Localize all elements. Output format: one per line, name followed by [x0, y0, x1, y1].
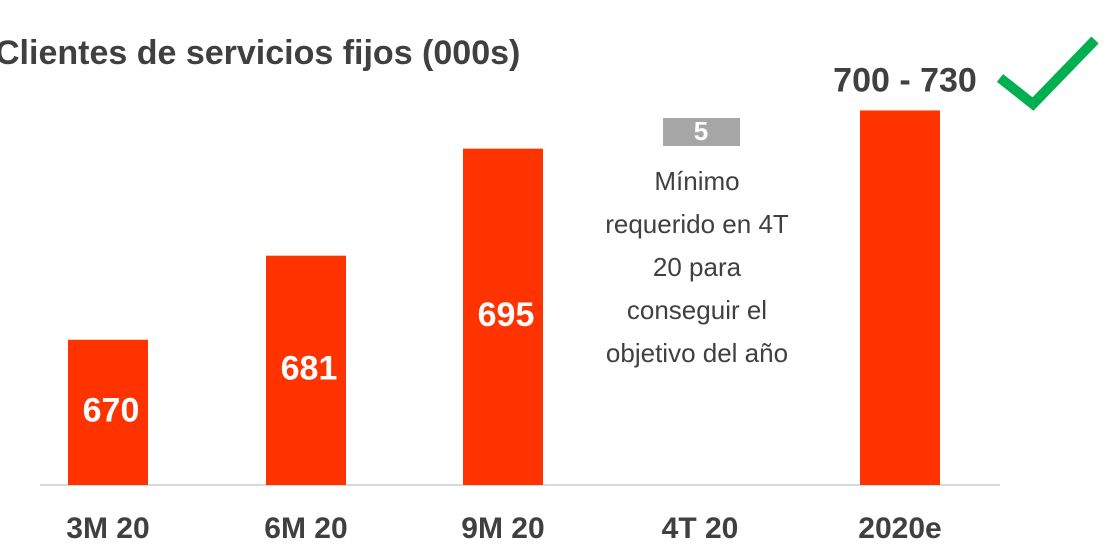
bar	[860, 110, 940, 486]
data-label: 681	[281, 349, 338, 387]
x-tick-label: 9M 20	[461, 512, 544, 545]
x-tick-label: 3M 20	[66, 512, 149, 545]
bar	[266, 255, 346, 485]
annotation-text: requerido en 4T	[605, 209, 789, 239]
chart-title: Clientes de servicios fijos (000s)	[0, 34, 520, 72]
x-tick-label: 4T 20	[662, 512, 739, 545]
annotation-box	[663, 118, 740, 146]
annotation-value: 5	[694, 116, 708, 146]
check-mark	[996, 36, 1099, 111]
x-tick-label: 6M 20	[264, 512, 347, 545]
data-label: 700 - 730	[833, 61, 977, 99]
bar	[463, 148, 543, 485]
data-label: 695	[478, 296, 535, 334]
annotation-text: conseguir el	[627, 295, 767, 325]
annotation-text: Mínimo	[654, 166, 739, 196]
annotation-text: 20 para	[653, 252, 742, 282]
bar	[68, 339, 148, 485]
annotation-text: objetivo del año	[606, 338, 788, 368]
x-tick-label: 2020e	[858, 512, 941, 545]
data-label: 670	[83, 391, 140, 429]
